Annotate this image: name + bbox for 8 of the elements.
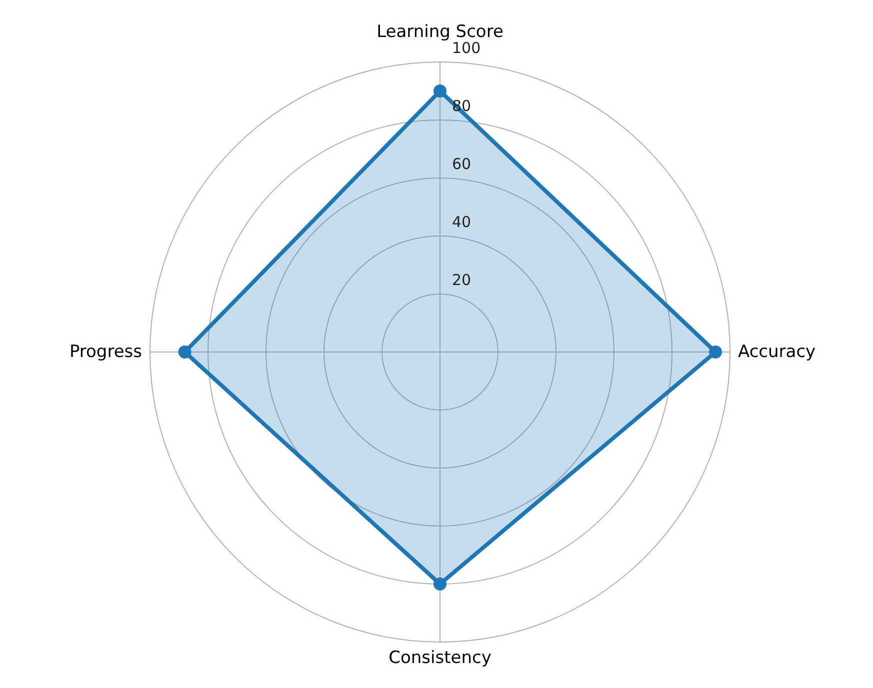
y-tick-label: 60 [452, 155, 472, 173]
y-tick-label: 100 [452, 39, 481, 57]
spoke-label: Accuracy [738, 342, 816, 362]
y-tick-label: 20 [452, 271, 472, 289]
y-tick-label: 40 [452, 213, 472, 231]
spoke-label: Progress [69, 342, 142, 362]
spoke-label: Consistency [388, 648, 492, 668]
spoke-label: Learning Score [376, 22, 504, 42]
